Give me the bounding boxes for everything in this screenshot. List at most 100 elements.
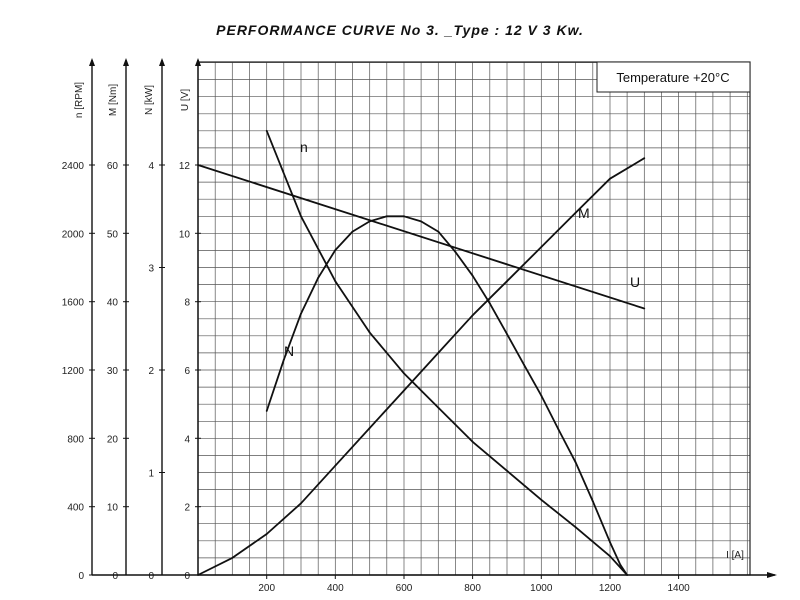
y-axis-label-U: U [V] [180, 89, 191, 111]
y-axis-label-N: N [kW] [144, 85, 155, 115]
x-tick-label: 200 [258, 583, 275, 594]
data-point-n [437, 406, 440, 409]
y-tick-label-U: 12 [179, 161, 191, 172]
data-point-N [420, 220, 422, 223]
y-tick-label-U: 8 [184, 298, 190, 309]
series-line-U [197, 164, 645, 310]
grid [197, 61, 751, 576]
data-point-N [523, 364, 525, 366]
data-point-U [197, 164, 199, 166]
y-tick-label-M: 60 [107, 161, 119, 172]
x-tick-label: 1000 [530, 583, 553, 594]
data-point-n [540, 498, 543, 501]
y-tick-label-n: 400 [67, 503, 84, 514]
y-tick-label-U: 0 [184, 571, 190, 582]
data-point-N [454, 251, 457, 254]
y-axis-label-n: n [RPM] [74, 82, 85, 118]
data-point-N [540, 394, 543, 397]
data-point-N [437, 230, 440, 233]
x-tick-label: 600 [396, 583, 413, 594]
y-tick-label-N: 1 [148, 469, 154, 480]
data-point-n [506, 469, 508, 472]
data-point-N [557, 428, 560, 431]
y-tick-label-n: 800 [67, 434, 84, 445]
y-tick-label-U: 10 [179, 229, 191, 240]
data-point-M [334, 464, 337, 467]
x-axis-arrow [767, 572, 777, 578]
y-tick-label-n: 1600 [62, 298, 85, 309]
y-tick-label-U: 4 [184, 434, 190, 445]
data-point-N [626, 574, 628, 576]
y-tick-label-U: 2 [184, 503, 190, 514]
data-point-N [609, 541, 611, 544]
data-point-M [197, 574, 199, 576]
temperature-annotation: Temperature +20°C [616, 70, 729, 85]
y-tick-label-M: 30 [107, 366, 119, 377]
data-point-n [300, 215, 302, 218]
y-tick-label-N: 0 [148, 571, 154, 582]
x-tick-label: 800 [464, 583, 481, 594]
data-point-M [300, 502, 302, 505]
x-tick-label: 1400 [667, 583, 690, 594]
data-point-N [300, 312, 302, 315]
chart-title: PERFORMANCE CURVE No 3. _Type : 12 V 3 K… [216, 22, 584, 38]
series-line-M [197, 157, 645, 576]
labels-layer: n M N U Temperature +20°C [284, 61, 751, 359]
data-point-n [368, 331, 371, 334]
series-label-U: U [630, 274, 640, 290]
temperature-box [596, 61, 751, 93]
data-point-N [619, 563, 622, 566]
data-point-M [540, 246, 543, 248]
y-tick-label-M: 10 [107, 503, 119, 514]
data-point-N [317, 276, 320, 279]
data-point-M [231, 557, 234, 559]
data-point-N [574, 461, 577, 464]
data-point-N [471, 274, 474, 277]
data-point-M [368, 427, 371, 429]
series-label-n: n [300, 139, 308, 155]
data-point-M [574, 211, 577, 214]
y-tick-label-U: 6 [184, 366, 190, 377]
y-axis-label-M: M [Nm] [108, 84, 119, 116]
data-point-n [265, 129, 268, 132]
data-point-N [403, 215, 405, 218]
y-axis-arrow-M [123, 58, 129, 66]
data-point-M [437, 352, 440, 354]
data-point-M [506, 280, 508, 283]
series-layer [197, 129, 646, 576]
x-tick-label: 400 [327, 583, 344, 594]
data-point-N [488, 302, 491, 305]
x-axis-label: I [A] [726, 550, 744, 561]
data-point-N [282, 358, 285, 361]
y-tick-label-n: 0 [78, 571, 84, 582]
data-point-U [643, 307, 646, 310]
y-tick-label-n: 2400 [62, 161, 85, 172]
y-tick-label-N: 2 [148, 366, 154, 377]
y-axis-arrow-n [89, 58, 95, 66]
y-tick-label-N: 4 [148, 161, 154, 172]
y-tick-label-n: 2000 [62, 229, 85, 240]
data-point-N [506, 333, 508, 335]
data-point-N [591, 500, 594, 503]
data-point-n [334, 280, 337, 283]
y-tick-label-n: 1200 [62, 366, 85, 377]
data-point-n [609, 555, 611, 558]
data-point-M [265, 533, 268, 535]
data-point-n [403, 372, 405, 375]
data-point-M [403, 389, 405, 392]
series-label-M: M [578, 205, 590, 221]
data-point-M [643, 157, 646, 160]
y-tick-label-N: 3 [148, 264, 154, 275]
data-point-N [385, 215, 388, 218]
data-point-M [471, 314, 474, 317]
data-point-N [351, 230, 354, 233]
y-tick-label-M: 50 [107, 229, 119, 240]
series-line-n [265, 130, 628, 576]
series-label-N: N [284, 343, 294, 359]
data-point-n [471, 440, 474, 443]
y-axis-arrow-U [195, 58, 201, 66]
y-axis-arrow-N [159, 58, 165, 66]
data-point-M [609, 177, 611, 180]
